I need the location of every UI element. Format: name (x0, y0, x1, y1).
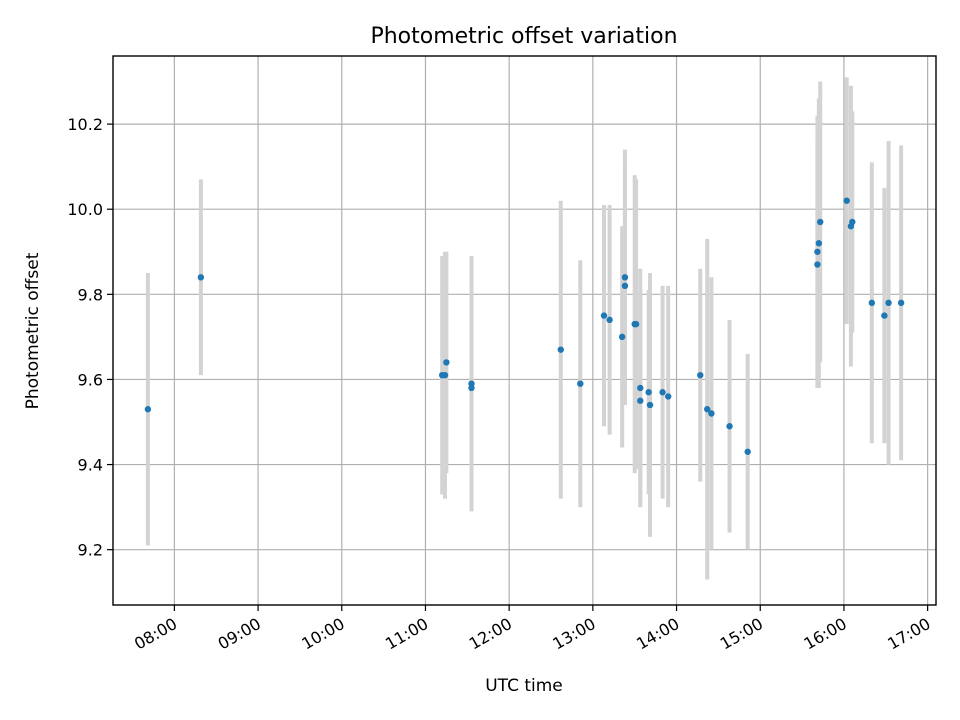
chart-title: Photometric offset variation (370, 24, 677, 49)
data-point (637, 384, 644, 392)
data-point (664, 393, 672, 400)
data-point (897, 299, 905, 307)
y-tick-label: 10.0 (67, 200, 103, 219)
data-point (441, 371, 449, 379)
plot-frame (112, 55, 937, 606)
y-axis-label: Photometric offset (23, 252, 43, 409)
data-point (814, 248, 821, 255)
data-point (697, 371, 704, 379)
data-point (645, 389, 652, 396)
data-point (708, 410, 715, 417)
y-tick-label: 9.6 (78, 370, 103, 389)
data-point (744, 448, 751, 455)
data-point (726, 423, 733, 430)
grid (113, 56, 936, 605)
data-point (881, 312, 888, 319)
data-point (468, 384, 475, 392)
data-point (621, 282, 629, 290)
y-tick-label: 9.2 (78, 541, 103, 560)
data-point (557, 346, 564, 353)
data-point (814, 261, 821, 268)
data-point (646, 401, 654, 409)
y-tick-label: 10.2 (67, 115, 103, 134)
data-point (815, 240, 823, 247)
data-point (443, 359, 450, 366)
data-point (632, 320, 640, 328)
data-point (843, 197, 850, 204)
data-point (817, 218, 824, 226)
data-point (704, 406, 711, 413)
data-point (606, 316, 613, 324)
data-point (637, 397, 644, 404)
data-point (197, 274, 205, 281)
data-point (885, 299, 892, 307)
y-tick-label: 9.8 (78, 285, 103, 304)
data-point (600, 312, 608, 319)
data-point (577, 380, 584, 387)
data-point (849, 218, 856, 226)
data-point (144, 406, 152, 413)
data-point (618, 333, 626, 341)
data-point (621, 274, 629, 281)
data-point (868, 299, 876, 307)
data-point (659, 389, 666, 396)
data-points (144, 197, 905, 455)
x-axis-label: UTC time (485, 676, 563, 696)
y-tick-label: 9.4 (78, 456, 103, 475)
